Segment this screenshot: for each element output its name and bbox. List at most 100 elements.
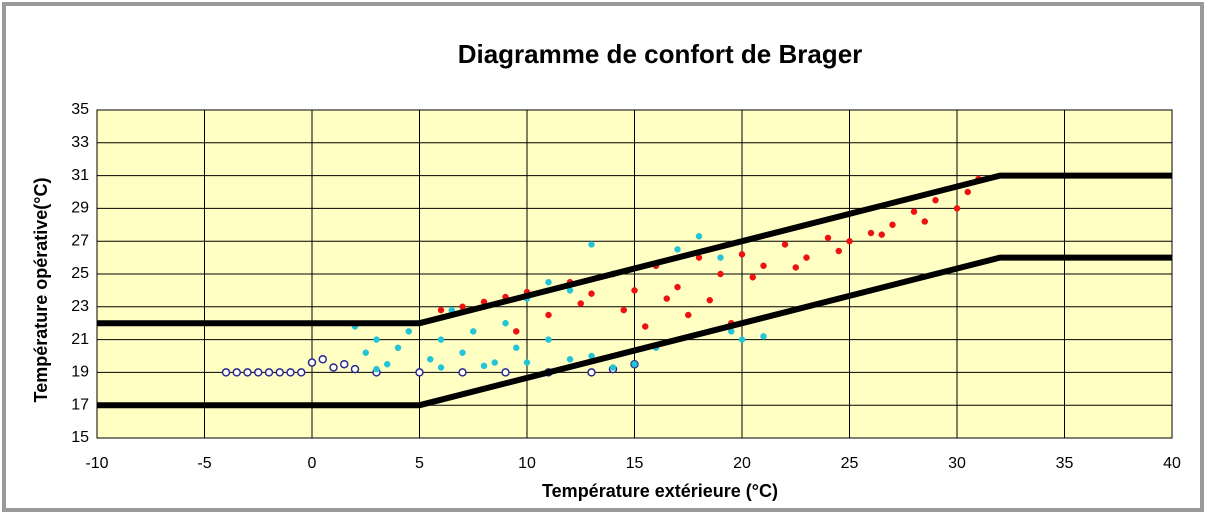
scatter-point: [631, 360, 638, 368]
y-tick-label: 33: [71, 134, 89, 151]
scatter-point: [470, 328, 477, 335]
comfort-line: [97, 254, 1172, 409]
scatter-point: [437, 364, 445, 371]
scatter-point: [523, 359, 531, 366]
scatter-point: [480, 362, 488, 370]
scatter-point: [846, 237, 853, 245]
scatter-point: [738, 336, 746, 343]
scatter-point: [867, 229, 875, 237]
scatter-point: [587, 368, 596, 377]
scatter-point: [738, 251, 746, 258]
scatter-point: [415, 368, 424, 377]
scatter-point: [232, 368, 241, 377]
comfort-line: [97, 172, 1172, 327]
x-axis-title: Température extérieure (°C): [542, 481, 778, 501]
scatter-point: [297, 368, 306, 377]
scatter-point: [545, 278, 552, 286]
y-tick-label: 17: [71, 396, 89, 413]
scatter-point: [953, 205, 961, 212]
y-tick-label: 25: [71, 265, 89, 282]
x-tick-label: 25: [841, 455, 859, 472]
scatter-point: [427, 356, 434, 363]
y-tick-label: 35: [71, 101, 89, 118]
scatter-point: [254, 368, 263, 377]
scatter-point: [910, 208, 918, 215]
scatter-point: [502, 319, 509, 327]
y-tick-label: 21: [71, 331, 89, 348]
scatter-point: [362, 349, 369, 356]
scatter-point: [405, 328, 412, 335]
x-tick-label: 30: [948, 455, 966, 472]
scatter-point: [437, 306, 445, 314]
scatter-point: [631, 287, 638, 294]
scatter-point: [384, 360, 391, 368]
scatter-point: [964, 188, 971, 196]
y-tick-label: 29: [71, 200, 89, 217]
scatter-point: [566, 356, 574, 363]
scatter-point: [835, 247, 842, 255]
scatter-point: [394, 344, 402, 352]
scatter-point: [545, 336, 552, 343]
scatter-point: [545, 311, 552, 319]
scatter-point: [760, 333, 767, 340]
scatter-point: [286, 368, 295, 377]
scatter-point: [437, 336, 445, 343]
x-tick-label: 15: [626, 455, 644, 472]
scatter-point: [609, 364, 617, 371]
x-tick-label: 0: [308, 455, 317, 472]
scatter-point: [749, 274, 756, 281]
x-tick-label: 10: [518, 455, 536, 472]
y-tick-label: 27: [71, 232, 89, 249]
x-tick-label: 20: [733, 455, 751, 472]
scatter-point: [792, 264, 799, 271]
scatter-point: [458, 368, 467, 377]
y-tick-label: 31: [71, 167, 89, 184]
x-tick-label: -10: [85, 455, 108, 472]
chart-title: Diagramme de confort de Brager: [458, 39, 863, 69]
scatter-point: [760, 262, 767, 270]
y-tick-label: 19: [71, 364, 89, 381]
scatter-point: [373, 365, 380, 373]
scatter-point: [350, 364, 360, 374]
scatter-point: [889, 221, 896, 229]
y-axis-title: Température opérative(°C): [31, 178, 51, 403]
scatter-point: [318, 355, 327, 364]
scatter-point: [588, 290, 595, 297]
scatter-point: [674, 246, 681, 253]
x-tick-label: 5: [415, 455, 424, 472]
scatter-point: [243, 368, 252, 377]
scatter-point: [803, 254, 810, 261]
scatter-point: [878, 231, 885, 238]
scatter-point: [373, 336, 380, 343]
scatter-point: [501, 368, 510, 377]
x-tick-label: 35: [1056, 455, 1074, 472]
scatter-point: [663, 295, 670, 302]
scatter-point: [459, 349, 466, 356]
scatter-point: [588, 241, 595, 248]
scatter-point: [221, 368, 231, 377]
scatter-point: [513, 344, 520, 352]
scatter-point: [781, 241, 789, 248]
scatter-point: [717, 270, 724, 278]
y-tick-label: 15: [71, 429, 89, 446]
scatter-point: [264, 368, 274, 377]
y-tick-label: 23: [71, 298, 89, 315]
scatter-point: [577, 300, 584, 307]
x-tick-label: -5: [197, 455, 211, 472]
x-tick-label: 40: [1163, 455, 1181, 472]
scatter-point: [717, 254, 724, 261]
scatter-point: [674, 283, 681, 291]
scatter-point: [513, 328, 520, 335]
scatter-point: [706, 296, 713, 304]
scatter-point: [695, 233, 703, 240]
scatter-point: [824, 234, 832, 242]
scatter-point: [921, 218, 928, 225]
scatter-point: [307, 358, 317, 367]
scatter-point: [275, 368, 284, 377]
scatter-point: [932, 196, 939, 204]
scatter-point: [685, 311, 692, 319]
scatter-point: [620, 306, 627, 314]
scatter-point: [329, 363, 338, 372]
scatter-point: [491, 359, 498, 366]
